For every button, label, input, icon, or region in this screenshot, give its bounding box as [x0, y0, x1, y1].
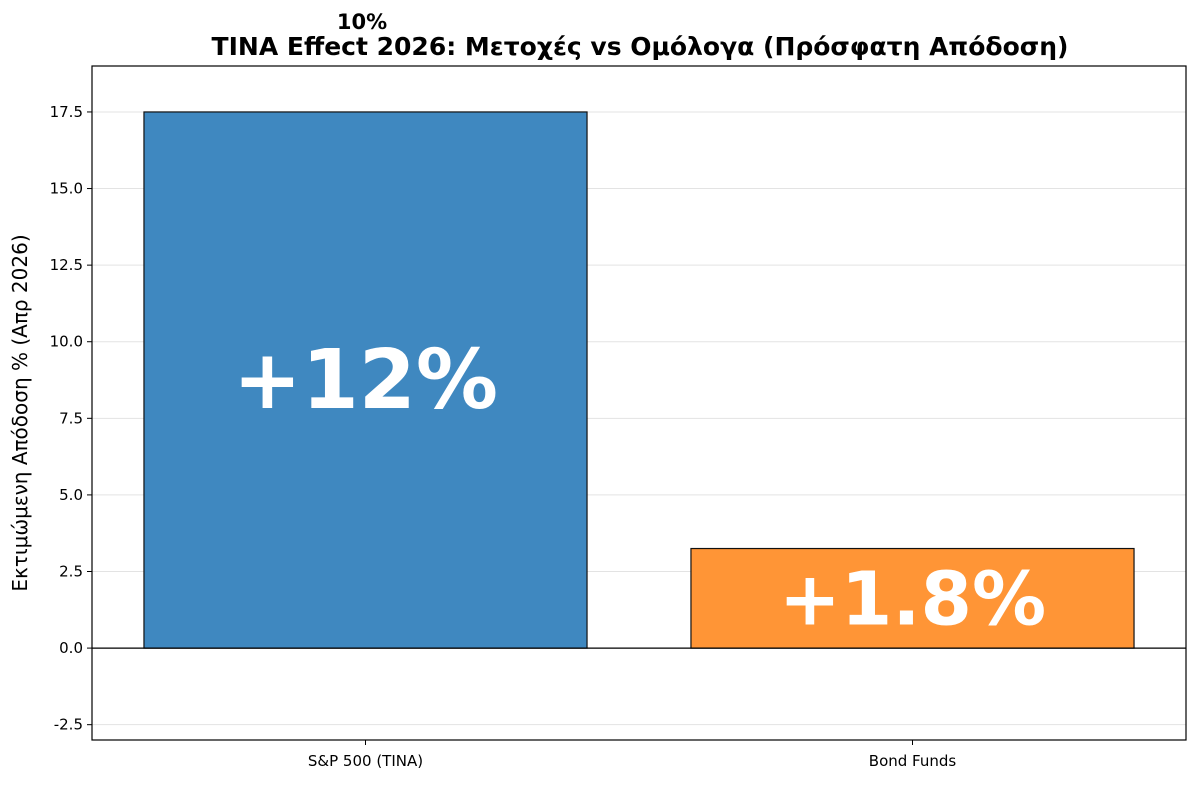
y-tick-label: 5.0	[59, 486, 83, 504]
bar-value-label: +1.8%	[779, 556, 1046, 642]
x-tick-label: Bond Funds	[869, 752, 957, 770]
bar-value-label: +12%	[233, 333, 498, 428]
chart-title: TINA Effect 2026: Μετοχές vs Ομόλογα (Πρ…	[212, 32, 1069, 61]
top-note: 10%	[337, 10, 387, 34]
y-axis-label: Εκτιμώμενη Απόδοση % (Απρ 2026)	[8, 234, 32, 591]
axes: S&P 500 (TINA) Bond Funds -2.5 0.0 2.5 5.0 7.5…	[50, 65, 1187, 770]
y-tick-label: -2.5	[54, 716, 83, 734]
plot-frame	[91, 65, 1187, 741]
y-tick-label: 0.0	[59, 639, 83, 657]
y-tick-label: 10.0	[50, 333, 83, 351]
y-tick-label: 12.5	[50, 256, 83, 274]
y-tick-label: 15.0	[50, 180, 83, 198]
y-tick-label: 2.5	[59, 563, 83, 581]
y-tick-label: 7.5	[59, 409, 83, 427]
x-tick-label: S&P 500 (TINA)	[308, 752, 423, 770]
bars: +12% +1.8%	[143, 111, 1135, 649]
bar	[143, 111, 588, 649]
y-tick-label: 17.5	[50, 103, 83, 121]
